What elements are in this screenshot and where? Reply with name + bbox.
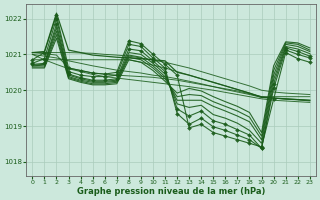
X-axis label: Graphe pression niveau de la mer (hPa): Graphe pression niveau de la mer (hPa) [77, 187, 265, 196]
